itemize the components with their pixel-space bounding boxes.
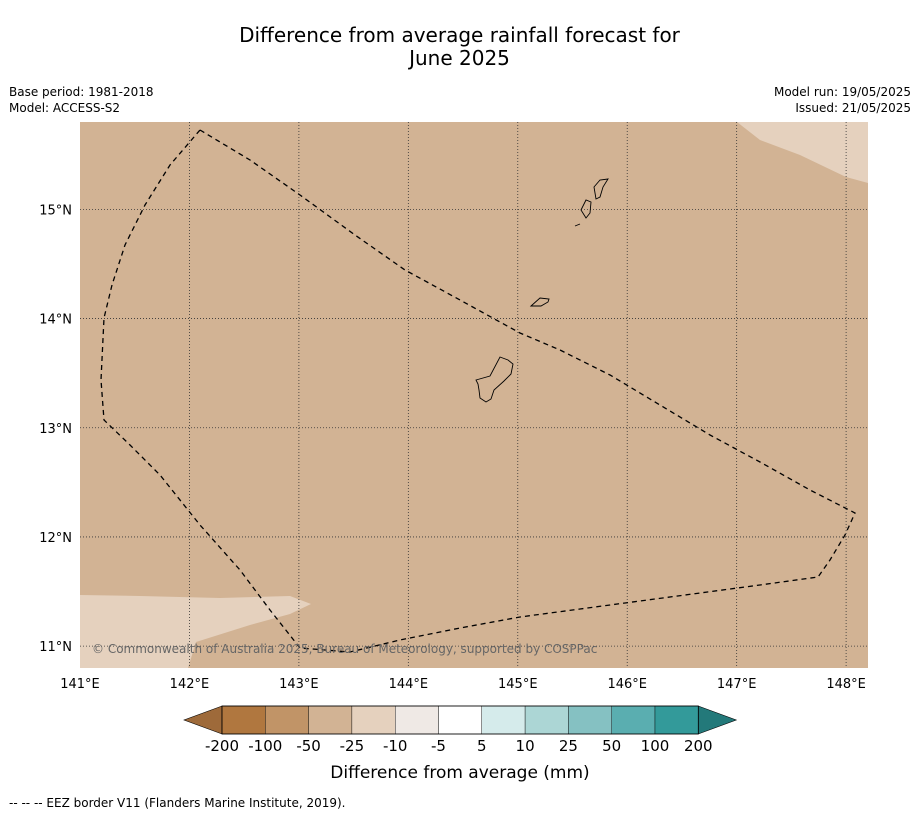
colorbar-tick-label: -25 [340,737,365,755]
x-tick-label: 145°E [498,677,538,692]
y-tick-label: 12°N [39,531,72,546]
colorbar-tick-label: -10 [383,737,408,755]
colorbar-tick-label: 200 [684,737,713,755]
meta-left: Base period: 1981-2018 Model: ACCESS-S2 [9,84,154,116]
chart-title-line2: June 2025 [409,46,510,70]
colorbar-label: Difference from average (mm) [330,763,589,783]
map-panel: © Commonwealth of Australia 2025, Bureau… [39,122,868,692]
colorbar-segment [568,705,612,735]
x-tick-label: 144°E [389,677,429,692]
colorbar-segment [438,705,482,735]
colorbar-tick-label: 25 [559,737,578,755]
colorbar-segment [481,705,526,735]
colorbar-segment [654,705,699,735]
meta-right: Model run: 19/05/2025 Issued: 21/05/2025 [774,84,911,116]
colorbar-segment [524,705,569,735]
issued-text: Issued: 21/05/2025 [795,101,911,115]
model-run-text: Model run: 19/05/2025 [773,85,911,99]
x-tick-label: 143°E [279,677,319,692]
tinian-island [580,199,592,219]
y-tick-label: 15°N [39,203,72,218]
colorbar-outline [221,705,699,735]
colorbar-segment [611,705,656,735]
colorbar-tick-label: 100 [641,737,670,755]
aguijan-islet [574,223,581,227]
chart-title-line1: Difference from average rainfall forecas… [239,23,680,47]
y-tick-label: 14°N [39,313,72,328]
eez-footer-note: -- -- -- EEZ border V11 (Flanders Marine… [9,796,346,810]
y-tick-label: 11°N [39,640,72,655]
colorbar-segment [308,705,353,735]
light-rainfall-region-southwest [80,595,311,668]
x-tick-label: 147°E [717,677,757,692]
colorbar-segment [395,705,439,735]
model-text: Model: ACCESS-S2 [9,101,121,115]
x-tick-label: 148°E [826,677,866,692]
colorbar: -200 -100 -50 -25 -10 -5 5 10 25 50 100 200 [183,705,738,755]
colorbar-segment [351,705,396,735]
x-axis-ticks: 141°E 142°E 143°E 144°E 145°E 146°E 147°E 148°E [60,677,866,692]
guam-island [475,356,514,403]
colorbar-tick-label: 50 [602,737,621,755]
eez-border [100,129,856,653]
y-axis-ticks: 15°N 14°N 13°N 12°N 11°N [39,203,72,655]
rota-island [529,297,550,307]
base-period-text: Base period: 1981-2018 [9,85,154,99]
x-tick-label: 142°E [170,677,210,692]
colorbar-tick-label: -100 [248,737,282,755]
saipan-island [593,178,609,200]
colorbar-tick-label: -5 [431,737,446,755]
y-tick-label: 13°N [39,422,72,437]
colorbar-extend-high [697,705,738,735]
colorbar-tick-label: -50 [296,737,321,755]
colorbar-segment [221,705,266,735]
x-tick-label: 141°E [60,677,100,692]
colorbar-extend-low [183,705,223,735]
copyright-text: © Commonwealth of Australia 2025, Bureau… [92,642,597,656]
colorbar-segment [265,705,309,735]
colorbar-tick-label: -200 [205,737,239,755]
light-rainfall-region-northeast [737,122,868,183]
colorbar-tick-label: 10 [516,737,535,755]
x-tick-label: 146°E [607,677,647,692]
gridlines [80,122,868,668]
colorbar-tick-label: 5 [477,737,487,755]
